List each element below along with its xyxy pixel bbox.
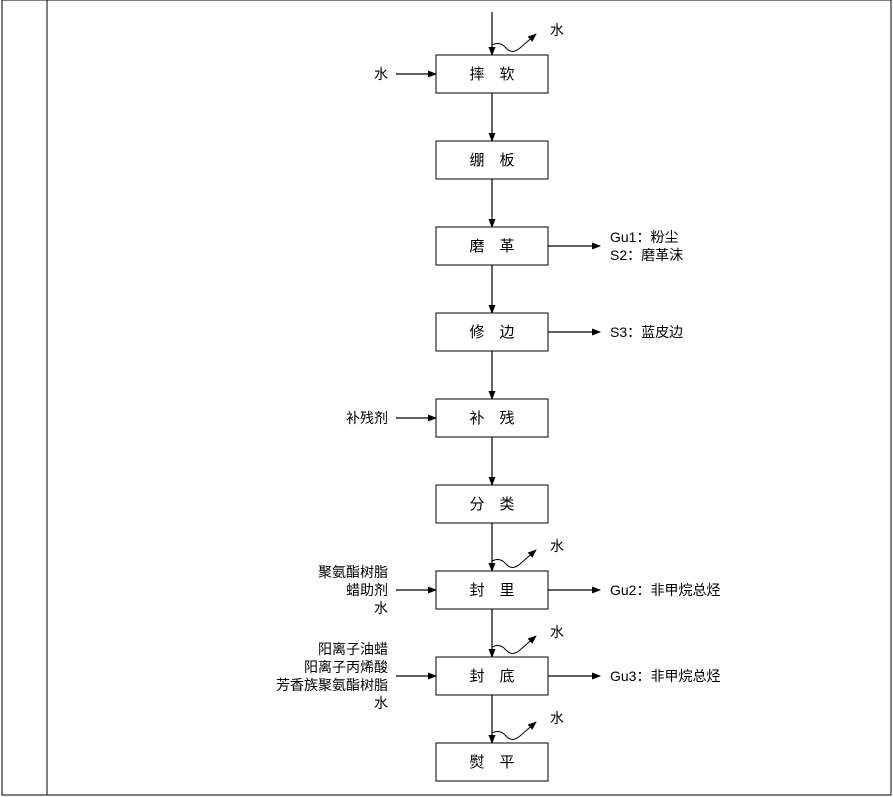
input-label: 聚氨酯树脂 [318, 564, 388, 580]
process-node: 摔 软 [436, 55, 548, 93]
process-node-label: 摔 软 [469, 66, 514, 83]
water-out-wavy [492, 636, 536, 654]
input-label: 水 [374, 66, 388, 82]
input-label: 阳离子油蜡 [318, 641, 388, 657]
water-out-label: 水 [550, 624, 564, 640]
input-label: 水 [374, 600, 388, 616]
water-out-label: 水 [550, 22, 564, 38]
process-node-label: 磨 革 [469, 238, 514, 255]
output-label: Gu1：粉尘 [610, 229, 678, 245]
process-node: 熨 平 [436, 743, 548, 781]
water-out-wavy [492, 550, 536, 568]
process-node: 封 底 [436, 657, 548, 695]
process-node-label: 封 里 [469, 582, 514, 599]
water-out-label: 水 [550, 710, 564, 726]
process-node-label: 封 底 [469, 668, 514, 685]
process-node: 磨 革 [436, 227, 548, 265]
process-node-label: 绷 板 [469, 151, 514, 169]
process-node: 封 里 [436, 571, 548, 609]
process-node-label: 补 残 [469, 410, 514, 427]
process-node: 分 类 [436, 485, 548, 523]
input-label: 水 [374, 695, 388, 711]
input-label: 补残剂 [346, 410, 388, 426]
process-node-label: 分 类 [469, 496, 514, 513]
process-node: 补 残 [436, 399, 548, 437]
process-node: 修 边 [436, 313, 548, 351]
input-label: 芳香族聚氨酯树脂 [276, 677, 388, 693]
water-out-wavy [492, 34, 536, 52]
output-label: S3：蓝皮边 [610, 324, 683, 340]
process-node-label: 修 边 [469, 324, 514, 341]
water-out-label: 水 [550, 538, 564, 554]
input-label: 阳离子丙烯酸 [304, 659, 388, 675]
output-label: Gu2：非甲烷总烃 [610, 582, 720, 598]
output-label: Gu3：非甲烷总烃 [610, 668, 720, 684]
process-node-label: 熨 平 [469, 754, 514, 771]
input-label: 蜡助剂 [346, 582, 388, 598]
water-out-wavy [492, 722, 536, 740]
process-node: 绷 板 [436, 141, 548, 179]
output-label: S2：磨革沫 [610, 247, 683, 263]
